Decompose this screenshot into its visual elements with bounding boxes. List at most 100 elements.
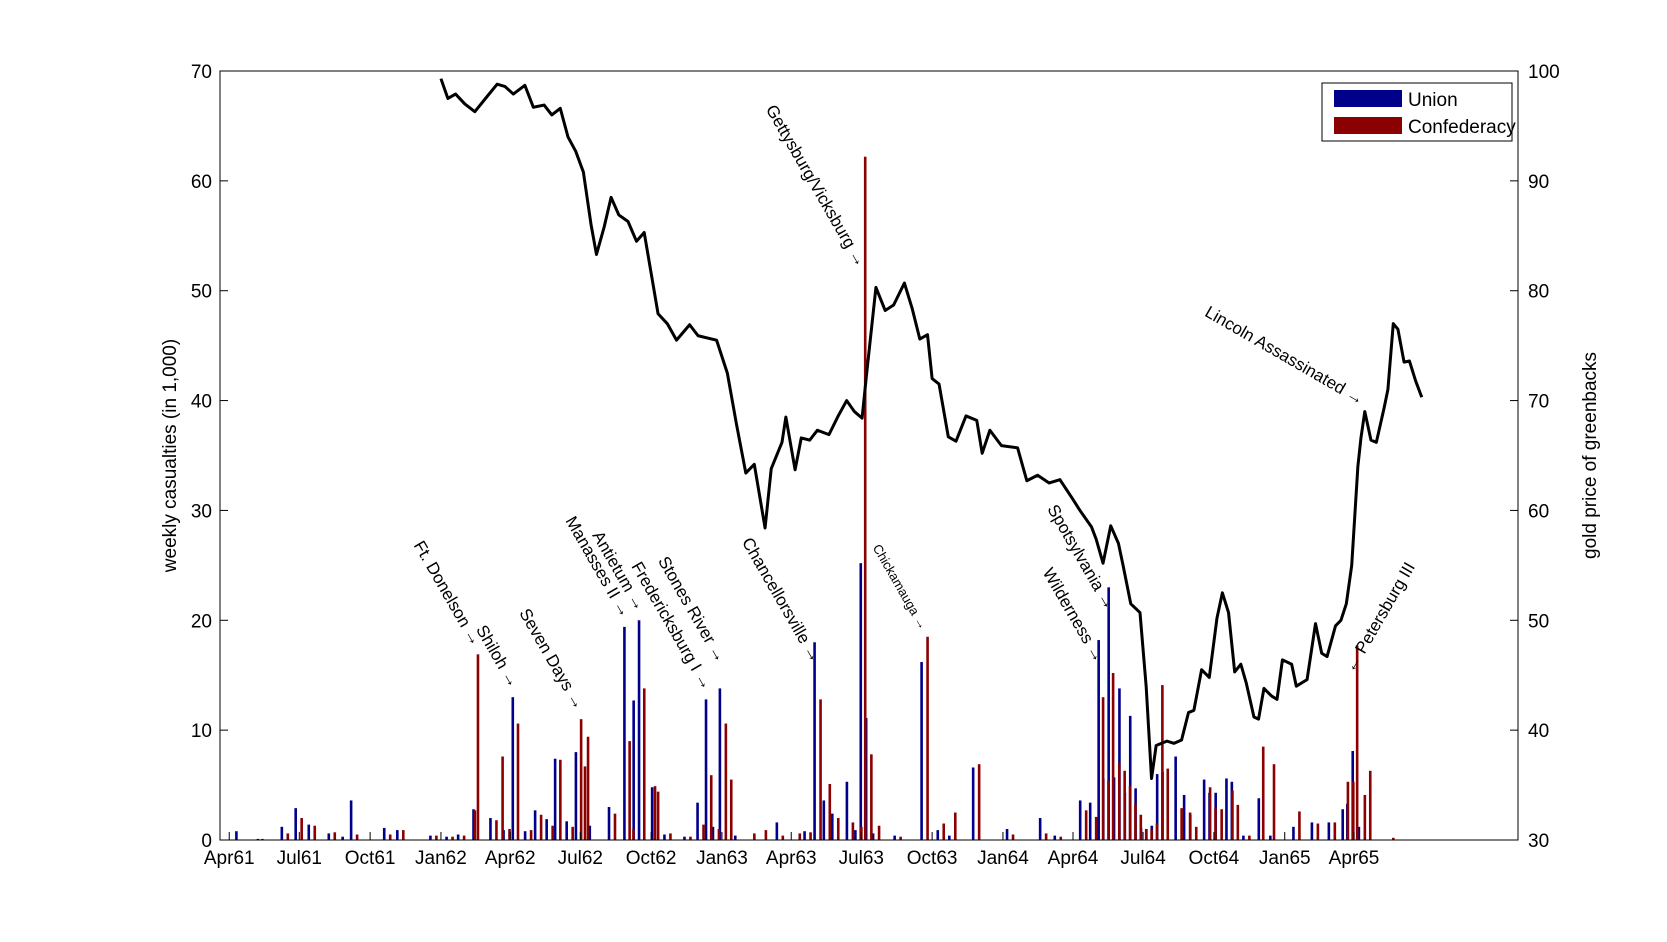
confederacy-bar — [764, 830, 768, 840]
plot-frame — [219, 70, 1519, 841]
y-left-tick-label: 50 — [191, 282, 212, 303]
confederacy-bar — [977, 764, 981, 840]
confederacy-bar — [1352, 781, 1355, 840]
confederacy-bar — [828, 783, 832, 840]
union-bar — [1097, 640, 1100, 840]
union-bar — [1341, 809, 1345, 840]
confederacy-bar — [753, 833, 756, 840]
confederacy-bar — [809, 832, 812, 840]
confederacy-bar — [1134, 803, 1137, 840]
union-bar — [632, 700, 635, 840]
confederacy-bar — [851, 822, 855, 840]
confederacy-bar — [559, 759, 562, 840]
confederacy-bar — [1166, 768, 1170, 840]
confederacy-bar — [628, 741, 631, 840]
union-bar — [1257, 798, 1261, 840]
union-bar — [854, 830, 857, 840]
legend-swatch — [1334, 117, 1402, 134]
confederacy-bar — [798, 833, 802, 840]
bars-layer — [235, 156, 1395, 840]
confederacy-bar — [717, 829, 721, 840]
confederacy-bar — [473, 810, 477, 840]
union-bar — [948, 835, 951, 840]
x-tick-label: Jul61 — [277, 848, 322, 869]
union-bar — [920, 662, 923, 840]
union-bar — [511, 697, 515, 840]
union-bar — [1174, 756, 1177, 840]
confederacy-bar — [495, 820, 498, 840]
confederacy-bar — [261, 838, 264, 840]
confederacy-bar — [1194, 826, 1198, 840]
x-tick-label: Oct63 — [907, 848, 958, 869]
confederacy-bar — [632, 829, 635, 840]
confederacy-bar — [642, 688, 646, 840]
union-bar — [235, 831, 238, 840]
union-bar — [1038, 818, 1042, 840]
union-bar — [489, 818, 492, 840]
confederacy-bar — [1111, 673, 1115, 840]
confederacy-bar — [1208, 787, 1212, 840]
y-right-tick-label: 90 — [1528, 172, 1549, 193]
confederacy-bar — [516, 723, 520, 840]
union-bar — [803, 831, 806, 840]
x-tick-label: Apr62 — [485, 848, 536, 869]
confederacy-bar — [1368, 770, 1372, 840]
union-bar — [574, 752, 578, 840]
confederacy-bar — [435, 835, 438, 840]
confederacy-bar — [313, 825, 317, 840]
union-bar — [429, 835, 432, 840]
confederacy-bar — [863, 156, 867, 840]
confederacy-bar — [1084, 810, 1088, 840]
union-bar — [294, 808, 297, 840]
confederacy-bar — [508, 829, 511, 840]
confederacy-bar — [899, 836, 902, 840]
union-bar — [341, 836, 344, 840]
confederacy-bar — [1355, 645, 1359, 840]
confederacy-bar — [1101, 697, 1105, 840]
x-tick-label: Jul62 — [558, 848, 603, 869]
y-left-tick-label: 60 — [191, 172, 212, 193]
confederacy-bar — [953, 812, 957, 840]
union-bar — [588, 825, 592, 840]
confederacy-bar — [1363, 794, 1367, 840]
confederacy-bar — [926, 636, 929, 840]
union-bar — [1357, 826, 1361, 840]
union-bar — [1107, 587, 1110, 840]
union-bar — [1292, 826, 1295, 840]
union-bar — [533, 810, 537, 840]
union-bar — [711, 826, 715, 840]
x-tick-label: Jan65 — [1259, 848, 1311, 869]
union-bar — [1310, 822, 1314, 840]
confederacy-bar — [451, 836, 454, 840]
union-bar — [663, 834, 666, 840]
y-left-tick-label: 20 — [191, 611, 212, 632]
confederacy-bar — [286, 833, 290, 840]
y-right-tick-label: 60 — [1528, 501, 1549, 522]
union-bar — [523, 831, 527, 840]
confederacy-bar — [1220, 809, 1223, 840]
union-bar — [871, 833, 875, 840]
union-bar — [971, 767, 975, 840]
confederacy-bar — [653, 786, 657, 840]
confederacy-bar — [1044, 833, 1048, 840]
union-bar — [607, 807, 611, 840]
confederacy-bar — [355, 834, 359, 840]
union-bar — [382, 827, 386, 840]
x-tick-label: Apr63 — [766, 848, 817, 869]
union-bar — [256, 838, 260, 840]
union-bar — [1128, 715, 1132, 840]
union-bar — [1327, 822, 1331, 840]
confederacy-bar — [551, 825, 554, 840]
legend-label: Union — [1408, 90, 1458, 111]
union-bar — [813, 642, 816, 840]
union-bar — [1053, 835, 1057, 840]
union-bar — [637, 620, 641, 840]
x-tick-label: Apr61 — [204, 848, 255, 869]
union-bar — [1202, 779, 1206, 840]
x-tick-label: Jan62 — [415, 848, 467, 869]
union-bar — [936, 830, 940, 840]
y-right-tick-label: 50 — [1528, 611, 1549, 632]
confederacy-bar — [333, 832, 337, 840]
